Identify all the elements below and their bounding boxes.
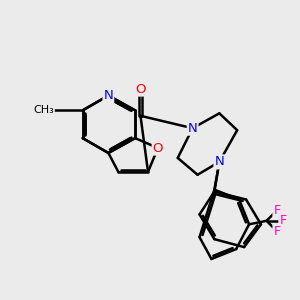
Text: F: F [279,214,286,227]
Text: CH₃: CH₃ [33,105,54,116]
Text: F: F [273,225,280,238]
Text: O: O [153,142,163,154]
Text: N: N [103,89,113,102]
Text: O: O [135,82,146,96]
Text: F: F [273,204,280,217]
Text: N: N [188,122,197,135]
Text: N: N [214,155,224,168]
